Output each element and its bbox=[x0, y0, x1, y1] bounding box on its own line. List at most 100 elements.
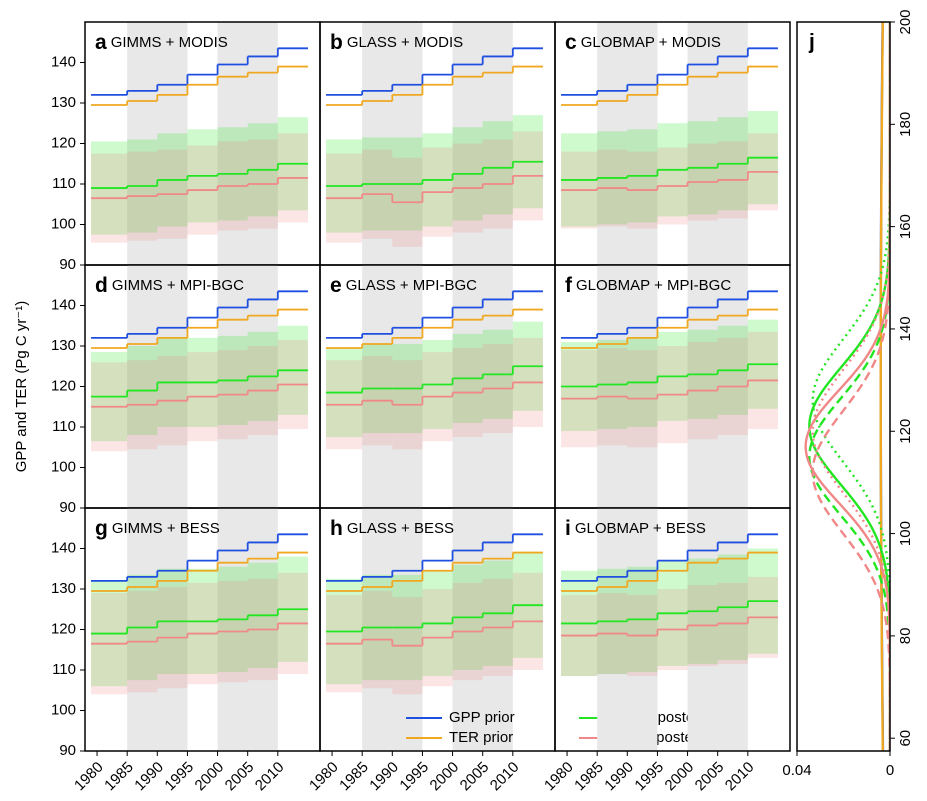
plot-area bbox=[561, 508, 778, 751]
panel-name: GLASS + MPI-BGC bbox=[346, 277, 477, 294]
shaded-span bbox=[127, 508, 188, 751]
x-tick-label: 2000 bbox=[662, 759, 698, 795]
panel-letter: j bbox=[808, 31, 815, 54]
x-tick-label: 1980 bbox=[71, 759, 107, 795]
legend-label: GPP prior bbox=[449, 709, 515, 726]
y-tick-label: 90 bbox=[59, 256, 76, 273]
y-tick-label: 140 bbox=[51, 539, 76, 556]
panel-letter: e bbox=[330, 274, 342, 297]
x-tick-label: 2005 bbox=[222, 759, 258, 795]
y-tick-label: 130 bbox=[51, 94, 76, 111]
legend-label: TER prior bbox=[449, 729, 513, 746]
y-tick-label: 160 bbox=[897, 214, 914, 239]
density-curve bbox=[811, 22, 890, 751]
panel-title: g GIMMS + BESS bbox=[95, 517, 220, 540]
shaded-span bbox=[597, 22, 658, 265]
panel-letter: a bbox=[95, 31, 107, 54]
x-tick-label: 2005 bbox=[457, 759, 493, 795]
density-curve bbox=[879, 22, 885, 751]
panel-name: GIMMS + MODIS bbox=[111, 34, 228, 51]
y-tick-label: 120 bbox=[51, 377, 76, 394]
y-tick-label: 120 bbox=[51, 134, 76, 151]
panel-letter: d bbox=[95, 274, 108, 297]
panel-title: c GLOBMAP + MODIS bbox=[565, 31, 721, 54]
panel-title: e GLASS + MPI-BGC bbox=[330, 274, 477, 297]
shaded-span bbox=[362, 508, 423, 751]
y-tick-label: 110 bbox=[52, 175, 76, 192]
panel-name: GLOBMAP + MODIS bbox=[581, 34, 721, 51]
x-tick-label: 1990 bbox=[366, 759, 402, 795]
x-tick-label: 1980 bbox=[541, 759, 577, 795]
panel-title: h GLASS + BESS bbox=[330, 517, 454, 540]
shaded-span bbox=[362, 265, 423, 508]
plot-area bbox=[326, 22, 543, 265]
x-tick-label: 0 bbox=[886, 762, 894, 779]
density-curve bbox=[808, 22, 890, 751]
panel-letter: f bbox=[565, 274, 573, 297]
panel-letter: c bbox=[565, 31, 577, 54]
y-tick-label: 80 bbox=[897, 628, 914, 645]
panel-name: GLOBMAP + MPI-BGC bbox=[576, 277, 731, 294]
y-tick-label: 140 bbox=[51, 53, 76, 70]
plot-area bbox=[91, 265, 308, 508]
x-tick-label: 2010 bbox=[487, 759, 523, 795]
plot-area bbox=[804, 22, 890, 751]
y-tick-label: 130 bbox=[51, 580, 76, 597]
shaded-span bbox=[362, 22, 423, 265]
plot-area bbox=[561, 22, 778, 265]
plot-area bbox=[326, 508, 543, 751]
x-tick-label: 1990 bbox=[601, 759, 637, 795]
y-tick-label: 100 bbox=[51, 458, 76, 475]
plot-area bbox=[326, 265, 543, 508]
y-tick-label: 140 bbox=[51, 296, 76, 313]
panel-name: GIMMS + MPI-BGC bbox=[112, 277, 244, 294]
x-tick-label: 2010 bbox=[722, 759, 758, 795]
panel-title: b GLASS + MODIS bbox=[330, 31, 463, 54]
x-tick-label: 1990 bbox=[131, 759, 167, 795]
y-tick-label: 100 bbox=[51, 215, 76, 232]
plot-area bbox=[561, 265, 778, 508]
y-tick-label: 100 bbox=[51, 701, 76, 718]
x-tick-label: 0.04 bbox=[782, 762, 811, 779]
y-tick-label: 90 bbox=[59, 742, 76, 759]
x-tick-label: 2000 bbox=[192, 759, 228, 795]
density-curve bbox=[804, 22, 890, 751]
plot-area bbox=[91, 22, 308, 265]
panel-name: GLASS + BESS bbox=[347, 520, 454, 537]
panel-letter: i bbox=[565, 517, 571, 540]
y-tick-label: 140 bbox=[897, 316, 914, 341]
panel-letter: h bbox=[330, 517, 343, 540]
y-tick-label: 100 bbox=[897, 521, 914, 546]
panel-title: a GIMMS + MODIS bbox=[95, 31, 228, 54]
y-tick-label: 120 bbox=[897, 419, 914, 444]
y-tick-label: 120 bbox=[51, 620, 76, 637]
y-tick-label: 200 bbox=[897, 9, 914, 34]
y-tick-label: 110 bbox=[52, 661, 76, 678]
panel-title: i GLOBMAP + BESS bbox=[565, 517, 706, 540]
x-tick-label: 2000 bbox=[427, 759, 463, 795]
y-tick-label: 90 bbox=[59, 499, 76, 516]
panel-frame bbox=[796, 21, 891, 752]
panel-title: f GLOBMAP + MPI-BGC bbox=[565, 274, 731, 297]
panel-frame bbox=[554, 507, 791, 752]
x-tick-label: 1985 bbox=[101, 759, 137, 795]
panel-name: GLOBMAP + BESS bbox=[575, 520, 706, 537]
x-tick-label: 1985 bbox=[336, 759, 372, 795]
y-tick-label: 60 bbox=[897, 730, 914, 747]
x-tick-label: 1995 bbox=[631, 759, 667, 795]
shaded-span bbox=[597, 265, 658, 508]
shaded-span bbox=[127, 22, 188, 265]
x-tick-label: 1995 bbox=[161, 759, 197, 795]
panel-title: d GIMMS + MPI-BGC bbox=[95, 274, 244, 297]
plot-area bbox=[91, 508, 308, 751]
y-axis-label: GPP and TER (Pg C yr⁻¹) bbox=[13, 301, 30, 473]
x-tick-label: 2010 bbox=[252, 759, 288, 795]
x-tick-label: 1980 bbox=[306, 759, 342, 795]
y-tick-label: 180 bbox=[897, 112, 914, 137]
panel-name: GLASS + MODIS bbox=[347, 34, 463, 51]
panel-letter: b bbox=[330, 31, 343, 54]
x-tick-label: 2005 bbox=[692, 759, 728, 795]
y-tick-label: 110 bbox=[52, 418, 76, 435]
y-tick-label: 130 bbox=[51, 337, 76, 354]
